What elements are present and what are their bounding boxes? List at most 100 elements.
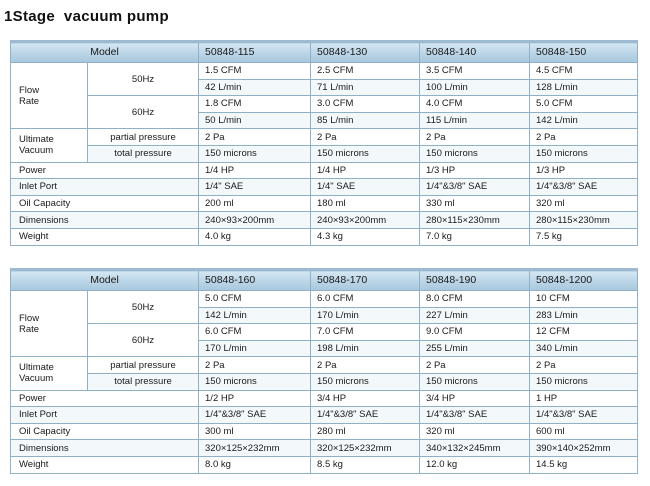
value-cell: 600 ml [529,422,639,441]
sub-label-hz60: 60Hz [86,323,200,358]
row-label-weight: Weight [9,455,200,474]
value-cell: 4.5 CFM [529,62,639,80]
ultimate-vacuum-label-line1: Ultimate [19,362,54,374]
spec-row-total-pressure: total pressure 150 microns 150 microns 150 … [11,372,639,391]
value-cell: 170 L/min [198,339,312,358]
value-cell: 150 microns [198,144,312,163]
value-cell: 5.0 CFM [529,95,639,113]
value-cell: 3/4 HP [419,389,531,408]
value-cell: 1/2 HP [198,389,312,408]
value-cell: 1/4"&3/8" SAE [419,406,531,424]
sub-label-hz50: 50Hz [86,61,200,97]
ultimate-vacuum-label-line2: Vacuum [19,373,54,385]
model-number-cell: 50848-150 [529,40,639,63]
value-cell: 12 CFM [529,323,639,341]
value-cell: 2 Pa [419,356,531,374]
spec-row-weight: Weight 4.0 kg 4.3 kg 7.0 kg 7.5 kg [9,227,639,246]
value-cell: 12.0 kg [419,455,531,474]
value-cell: 240×93×200mm [310,211,421,229]
value-cell: 180 ml [310,194,421,213]
spec-row-partial-pressure: Ultimate Vacuum partial pressure 2 Pa 2 Pa 2 … [10,356,639,391]
value-cell: 320 ml [529,194,639,213]
value-cell: 280×115×230mm [419,211,531,229]
value-cell: 390×140×252mm [529,439,639,457]
sub-label-total-pressure: total pressure [86,144,200,163]
spec-row-power: Power 1/2 HP 3/4 HP 3/4 HP 1 HP [9,389,639,408]
value-cell: 255 L/min [419,339,531,358]
value-cell: 1/4"&3/8" SAE [310,406,421,424]
value-cell: 1.8 CFM [198,95,312,113]
value-cell: 320×125×232mm [198,439,312,457]
value-cell: 4.3 kg [310,227,421,246]
model-number-cell: 50848-130 [310,40,421,63]
model-label: Model [9,268,200,291]
model-row: Model 50848-160 50848-170 50848-190 50848-12… [9,268,639,291]
spec-row-dimensions: Dimensions 320×125×232mm 320×125×232mm 340×… [9,439,639,457]
value-cell: 2 Pa [529,356,639,374]
model-label: Model [9,40,200,63]
value-cell: 340×132×245mm [419,439,531,457]
value-cell: 8.0 kg [198,455,312,474]
spec-row-flow-60-lmin: 170 L/min 198 L/min 255 L/min 340 L/min [11,339,639,358]
spec-row-inlet-port: Inlet Port 1/4"&3/8" SAE 1/4"&3/8" SAE 1/4"… [9,406,639,424]
value-cell: 150 microns [529,372,639,391]
value-cell: 150 microns [419,144,531,163]
value-cell: 200 ml [198,194,312,213]
value-cell: 142 L/min [529,111,639,130]
value-cell: 71 L/min [310,78,421,97]
value-cell: 227 L/min [419,306,531,325]
value-cell: 280×115×230mm [529,211,639,229]
value-cell: 1/4 HP [198,161,312,180]
value-cell: 150 microns [310,372,421,391]
value-cell: 1/4" SAE [310,178,421,196]
ultimate-vacuum-label: Ultimate Vacuum [10,356,88,391]
ultimate-vacuum-label-line2: Vacuum [19,145,54,157]
value-cell: 280 ml [310,422,421,441]
spec-row-weight: Weight 8.0 kg 8.5 kg 12.0 kg 14.5 kg [9,455,639,474]
value-cell: 2 Pa [198,356,312,374]
value-cell: 142 L/min [198,306,312,325]
value-cell: 1/4"&3/8" SAE [529,178,639,196]
value-cell: 150 microns [529,144,639,163]
model-number-cell: 50848-170 [310,268,421,291]
row-label-dimensions: Dimensions [9,439,200,457]
flow-rate-label-line2: Rate [19,323,40,335]
value-cell: 2 Pa [419,128,531,146]
row-label-oil-capacity: Oil Capacity [9,422,200,441]
spec-table: Model 50848-115 50848-130 50848-140 50848-15… [9,40,639,246]
value-cell: 4.0 CFM [419,95,531,113]
spec-row-total-pressure: total pressure 150 microns 150 microns 150 … [11,144,639,163]
sub-label-partial-pressure: partial pressure [86,128,200,146]
value-cell: 1/4 HP [310,161,421,180]
value-cell: 3.0 CFM [310,95,421,113]
model-number-cell: 50848-160 [198,268,312,291]
row-label-power: Power [9,389,200,408]
model-number-cell: 50848-115 [198,40,312,63]
value-cell: 7.5 kg [529,227,639,246]
spec-row-flow-50-cfm: Flow Rate 50Hz 5.0 CFM 6.0 CFM 8.0 CFM 10 CFM [10,289,639,358]
value-cell: 7.0 CFM [310,323,421,341]
value-cell: 170 L/min [310,306,421,325]
value-cell: 1/3 HP [419,161,531,180]
value-cell: 240×93×200mm [198,211,312,229]
value-cell: 4.0 kg [198,227,312,246]
value-cell: 1/4" SAE [198,178,312,196]
value-cell: 320 ml [419,422,531,441]
sub-label-hz50: 50Hz [86,289,200,325]
value-cell: 50 L/min [198,111,312,130]
value-cell: 42 L/min [198,78,312,97]
spec-row-flow-50-cfm: Flow Rate 50Hz 1.5 CFM 2.5 CFM 3.5 CFM 4.5 CFM [10,61,639,130]
value-cell: 2.5 CFM [310,62,421,80]
flow-rate-label-line2: Rate [19,95,40,107]
page-title: 1Stage vacuum pump [4,8,169,25]
row-label-dimensions: Dimensions [9,211,200,229]
value-cell: 10 CFM [529,290,639,308]
value-cell: 14.5 kg [529,455,639,474]
value-cell: 3.5 CFM [419,62,531,80]
value-cell: 6.0 CFM [198,323,312,341]
value-cell: 150 microns [310,144,421,163]
value-cell: 150 microns [419,372,531,391]
value-cell: 7.0 kg [419,227,531,246]
value-cell: 3/4 HP [310,389,421,408]
value-cell: 85 L/min [310,111,421,130]
